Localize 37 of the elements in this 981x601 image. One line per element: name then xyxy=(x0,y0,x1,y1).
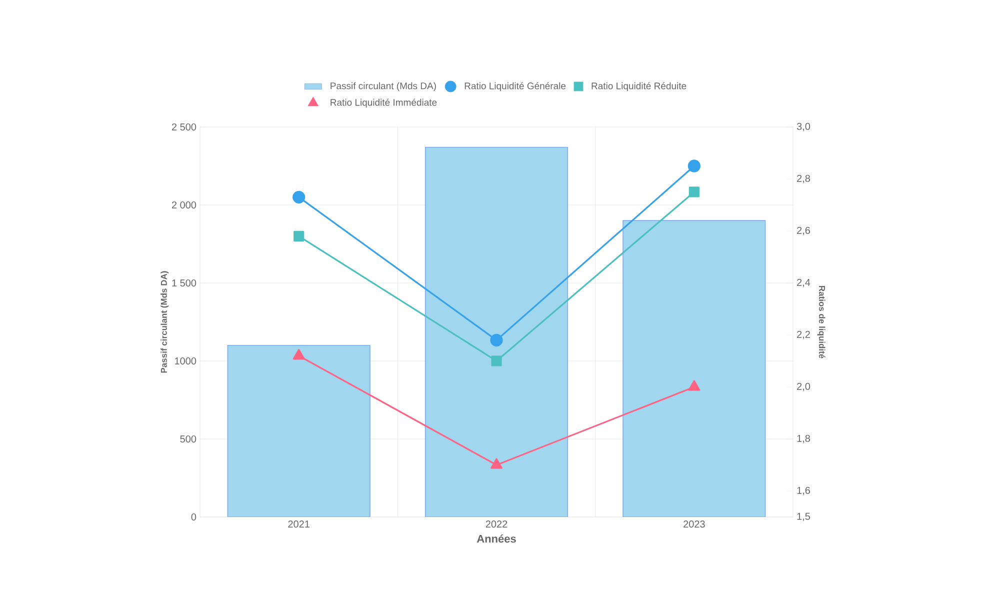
y-tick-label: 1000 xyxy=(175,357,196,365)
y-tick-label: 2 500 xyxy=(172,123,196,131)
point xyxy=(292,190,306,204)
point xyxy=(490,458,503,469)
y-tick-label: 500 xyxy=(180,435,196,443)
point xyxy=(294,230,304,242)
point xyxy=(688,380,700,391)
y2-tick-label: 3,0 xyxy=(796,122,810,132)
y2-tick-label: 2,6 xyxy=(797,226,810,236)
x-axis-title: Années xyxy=(476,534,516,543)
x-tick-label: 2022 xyxy=(486,520,508,528)
legend-label: Ratio Liquidité Générale xyxy=(464,82,566,92)
legend-label: Ratio Liquidité Réduite xyxy=(592,82,686,92)
point xyxy=(688,160,700,172)
y2-tick-label: 2,4 xyxy=(797,278,810,288)
legend-label: Passif circulant (Mds DA) xyxy=(330,82,436,92)
bar xyxy=(227,344,370,517)
y2-tick-label: 2,2 xyxy=(797,330,810,340)
y-tick-label: 2 000 xyxy=(172,201,196,209)
y-axis-title: Passif circulant (Mds DA) xyxy=(160,271,169,373)
legend-label: Ratio Liquidité Immédiate xyxy=(330,98,437,108)
point xyxy=(491,356,502,366)
x-tick-label: 2023 xyxy=(684,520,705,528)
y2-tick-label: 2,0 xyxy=(797,382,810,392)
point xyxy=(688,186,700,198)
point xyxy=(292,348,305,360)
y-tick-label: 0 xyxy=(191,513,196,521)
y-tick-label: 1 500 xyxy=(172,279,196,287)
y2-axis-title: Ratios de liquidité xyxy=(817,286,826,358)
y2-tick-label: 1,6 xyxy=(797,486,810,496)
y2-tick-label: 1,5 xyxy=(797,512,810,522)
y2-tick-label: 1,8 xyxy=(797,434,810,444)
point xyxy=(490,334,503,346)
y2-tick-label: 2,8 xyxy=(797,174,810,184)
x-tick-label: 2021 xyxy=(288,520,310,528)
bar xyxy=(424,146,568,517)
bar xyxy=(622,220,766,517)
